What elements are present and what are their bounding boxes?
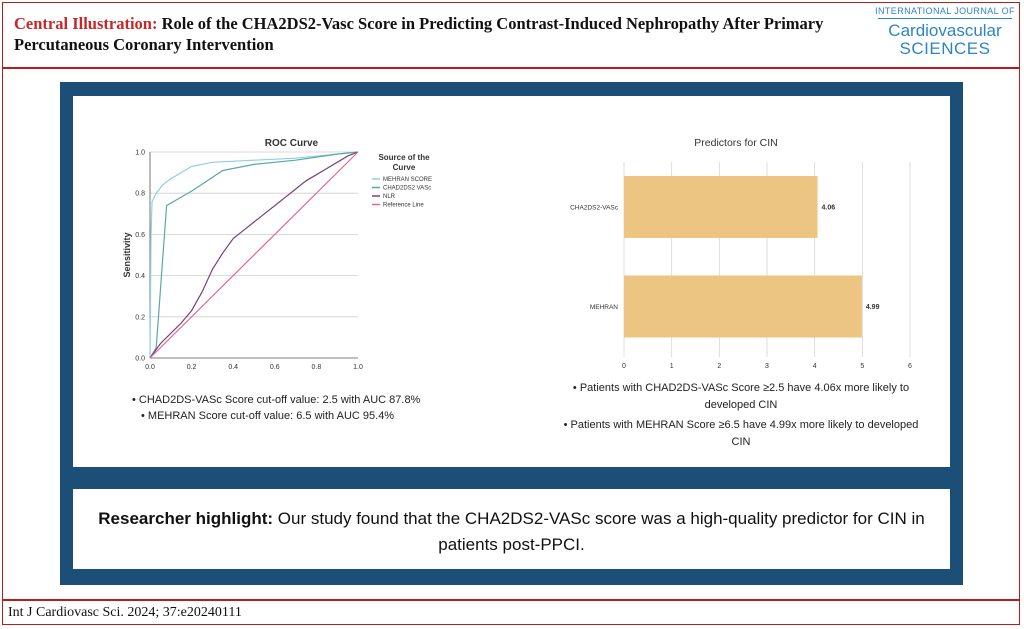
journal-logo: INTERNATIONAL JOURNAL OF Cardiovascular … xyxy=(872,6,1018,58)
bar-category-label: MEHRAN xyxy=(590,304,618,311)
title-text: Role of the CHA2DS2-Vasc Score in Predic… xyxy=(14,14,824,54)
roc-y-axis-label: Sensitivity xyxy=(122,232,132,277)
bar-cha2ds2-vasc xyxy=(624,176,818,238)
journal-rule xyxy=(878,18,1012,19)
roc-series-reference-line xyxy=(149,151,359,359)
journal-line3: SCIENCES xyxy=(899,39,991,58)
roc-notes: • CHAD2DS-VASc Score cut-off value: 2.5 … xyxy=(132,392,432,424)
highlight-label: Researcher highlight: xyxy=(98,509,274,528)
highlight-body: Our study found that the CHA2DS2-VASc sc… xyxy=(277,509,925,554)
bar-x-tick-label: 2 xyxy=(717,363,721,370)
roc-x-tick-label: 0.4 xyxy=(228,364,238,371)
bar-x-tick-label: 4 xyxy=(813,363,817,370)
roc-y-tick-label: 0.6 xyxy=(135,232,145,239)
footer-divider xyxy=(2,599,1020,601)
bar-category-label: CHA2DS2-VASc xyxy=(570,205,619,212)
roc-x-tick-label: 1.0 xyxy=(353,364,363,371)
researcher-highlight: Researcher highlight: Our study found th… xyxy=(73,506,950,558)
roc-series-nlr xyxy=(149,151,359,359)
title-lead: Central Illustration: xyxy=(14,14,158,33)
highlight-box xyxy=(73,489,950,569)
roc-y-tick-label: 0.4 xyxy=(135,273,145,280)
bar-chart-title: Predictors for CIN xyxy=(694,137,777,149)
roc-y-tick-label: 1.0 xyxy=(135,150,145,157)
roc-legend-title: Curve xyxy=(393,163,416,172)
roc-y-tick-label: 0.0 xyxy=(135,356,145,363)
roc-legend-item: NLR xyxy=(383,194,396,200)
roc-series-chad2ds2-vasc xyxy=(149,151,359,359)
bar-x-tick-label: 3 xyxy=(765,363,769,370)
predictors-bar-chart: Predictors for CIN 0 1 2 3 4 5 6 CHA2DS2-VASc 4.0… xyxy=(570,137,912,370)
roc-x-tick-label: 0.2 xyxy=(187,364,197,371)
predictor-notes: • Patients with CHAD2DS-VASc Score ≥2.5 … xyxy=(556,380,926,454)
predictor-note-1: • Patients with CHAD2DS-VASc Score ≥2.5 … xyxy=(572,382,910,411)
page-title: Central Illustration: Role of the CHA2DS… xyxy=(14,13,854,55)
roc-note-2: • MEHRAN Score cut-off value: 6.5 with A… xyxy=(141,410,395,422)
bar-value-label: 4.06 xyxy=(822,205,836,212)
roc-chart: ROC Curve 0.0 0.2 0.4 0.6 0.8 1.0 0.0 0.2 0.4 0.6 0… xyxy=(122,138,432,371)
roc-note-1: • CHAD2DS-VASc Score cut-off value: 2.5 … xyxy=(132,394,421,406)
bar-x-tick-label: 0 xyxy=(622,363,626,370)
roc-x-tick-label: 0.8 xyxy=(312,364,322,371)
bar-x-tick-label: 1 xyxy=(670,363,674,370)
bar-value-label: 4.99 xyxy=(866,304,880,311)
bar-mehran xyxy=(624,275,862,338)
roc-x-tick-label: 0.0 xyxy=(145,364,155,371)
roc-y-tick-label: 0.2 xyxy=(135,314,145,321)
journal-line2: Cardiovascular xyxy=(888,21,1002,40)
bar-x-tick-label: 6 xyxy=(908,363,912,370)
roc-y-tick-label: 0.8 xyxy=(135,191,145,198)
roc-legend-item: CHAD2DS2 VASc xyxy=(383,186,431,192)
roc-legend-item: MEHRAN SCORE xyxy=(383,177,432,183)
citation: Int J Cardiovasc Sci. 2024; 37:e20240111 xyxy=(8,605,242,620)
roc-x-tick-label: 0.6 xyxy=(270,364,280,371)
bar-x-tick-label: 5 xyxy=(860,363,864,370)
roc-series-mehran-score xyxy=(149,151,359,359)
journal-line1: INTERNATIONAL JOURNAL OF xyxy=(875,6,1015,16)
roc-title: ROC Curve xyxy=(265,138,319,149)
roc-legend-title: Source of the xyxy=(378,153,430,162)
header-divider xyxy=(2,67,1020,69)
predictor-note-2: • Patients with MEHRAN Score ≥6.5 have 4… xyxy=(563,419,919,448)
roc-legend-item: Reference Line xyxy=(383,203,424,209)
